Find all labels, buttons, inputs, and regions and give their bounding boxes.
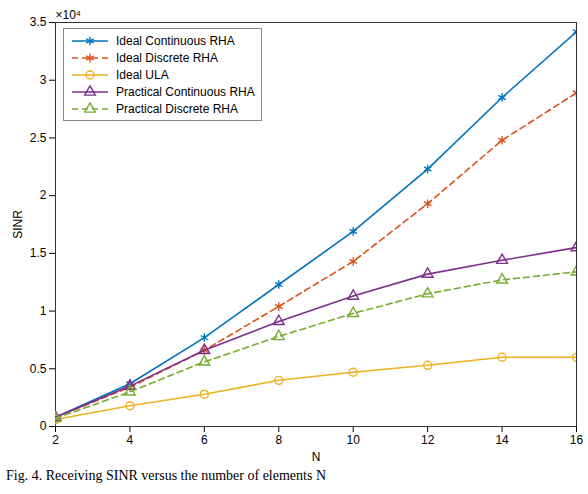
svg-text:2.5: 2.5 — [30, 131, 47, 145]
svg-text:8: 8 — [275, 433, 282, 447]
svg-text:1: 1 — [40, 304, 47, 318]
svg-text:2: 2 — [52, 433, 59, 447]
html-text:Practical Continuous RHA: Practical Continuous RHA — [116, 84, 255, 99]
svg-text:14: 14 — [495, 433, 509, 447]
html-text:Ideal Continuous RHA: Ideal Continuous RHA — [116, 33, 235, 48]
svg-text:2: 2 — [40, 188, 47, 202]
svg-text:0.5: 0.5 — [30, 362, 47, 376]
svg-text:3.5: 3.5 — [30, 15, 47, 29]
svg-text:×10⁴: ×10⁴ — [56, 8, 82, 22]
html-text:Practical Discrete RHA: Practical Discrete RHA — [116, 101, 238, 116]
svg-text:3: 3 — [40, 73, 47, 87]
svg-text:1.5: 1.5 — [30, 246, 47, 260]
svg-text:10: 10 — [347, 433, 361, 447]
svg-text:6: 6 — [201, 433, 208, 447]
html-text:Ideal Discrete RHA: Ideal Discrete RHA — [116, 50, 218, 65]
svg-text:N: N — [312, 450, 321, 464]
html-text:Ideal ULA: Ideal ULA — [116, 67, 169, 82]
svg-text:4: 4 — [127, 433, 134, 447]
svg-text:12: 12 — [421, 433, 435, 447]
html-text:Fig. 4. Receiving SINR versus: Fig. 4. Receiving SINR versus the number… — [6, 468, 326, 483]
svg-text:16: 16 — [570, 433, 584, 447]
svg-text:0: 0 — [40, 419, 47, 433]
svg-text:SINR: SINR — [11, 210, 25, 239]
